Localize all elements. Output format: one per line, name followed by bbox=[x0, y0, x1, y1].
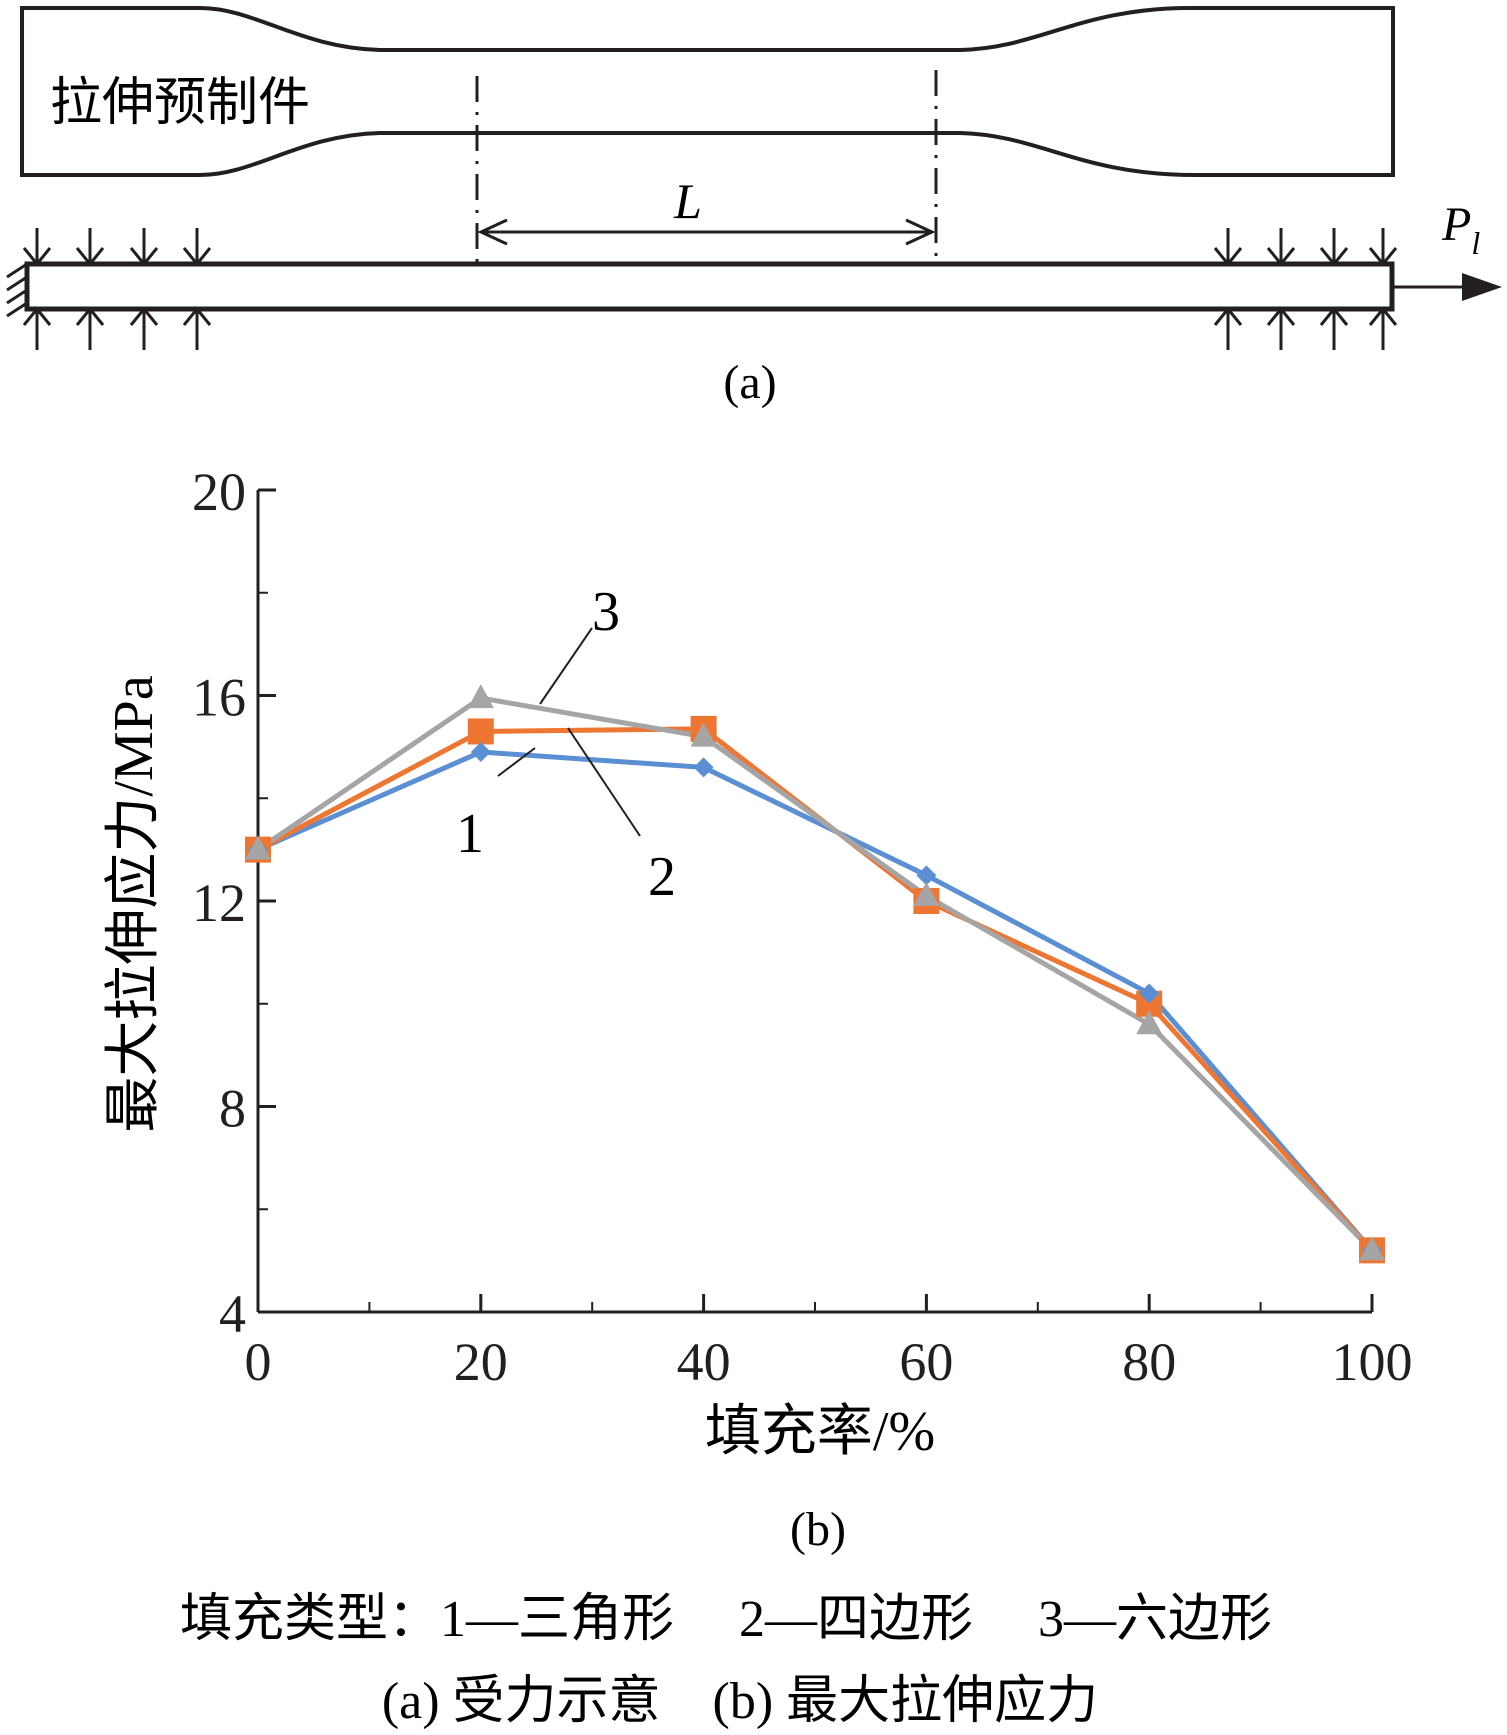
series-line-2 bbox=[256, 726, 1374, 1253]
beam-bar bbox=[24, 261, 1395, 312]
length-label: L bbox=[673, 173, 702, 229]
y-tick-label: 4 bbox=[219, 1284, 246, 1344]
x-tick-label: 100 bbox=[1332, 1332, 1413, 1392]
data-point-series-2 bbox=[467, 718, 494, 745]
clamp-arrow-pair bbox=[75, 228, 105, 350]
fill-type-legend: 填充类型：1—三角形 2—四边形 3—六边形 bbox=[180, 1591, 1272, 1648]
series-line-1 bbox=[256, 749, 1374, 1252]
x-tick-label: 40 bbox=[677, 1332, 731, 1392]
callout-leader-2 bbox=[567, 727, 641, 837]
series-line-3 bbox=[256, 695, 1374, 1253]
x-axis-label: 填充率/% bbox=[705, 1401, 935, 1463]
clamp-arrow-pair bbox=[182, 228, 212, 350]
specimen-outline bbox=[20, 6, 1395, 177]
clamp-arrow-pair bbox=[22, 228, 52, 350]
data-point-series-3 bbox=[245, 835, 271, 860]
data-point-series-3 bbox=[690, 722, 717, 747]
data-point-series-1 bbox=[693, 757, 714, 778]
y-tick-label: 12 bbox=[192, 873, 246, 933]
clamp-arrow-pair bbox=[129, 228, 159, 350]
data-point-series-3 bbox=[913, 881, 940, 906]
series-lines bbox=[256, 695, 1374, 1253]
series-callouts: 1 2 3 bbox=[456, 581, 676, 908]
force-label-subscript: l bbox=[1471, 225, 1480, 261]
x-tick-label: 0 bbox=[245, 1332, 272, 1392]
force-diagram: 拉伸预制件 L Pl (a) bbox=[6, 6, 1502, 409]
clamp-arrows bbox=[22, 228, 1398, 350]
caption-a: (a) bbox=[723, 356, 776, 409]
callout-leader-3 bbox=[539, 627, 593, 705]
length-arrowhead-left bbox=[477, 218, 508, 246]
figure-caption: (a) 受力示意 (b) 最大拉伸应力 bbox=[382, 1673, 1098, 1730]
y-tick-label: 8 bbox=[219, 1079, 246, 1139]
callout-label-1: 1 bbox=[456, 803, 484, 865]
data-point-series-1 bbox=[470, 742, 491, 763]
clamp-arrow-pair bbox=[1368, 228, 1398, 350]
clamp-arrow-pair bbox=[1266, 228, 1296, 350]
y-tick-label: 16 bbox=[192, 668, 246, 728]
data-point-series-1 bbox=[916, 865, 937, 886]
series-markers bbox=[245, 684, 1385, 1264]
y-axis-label: 最大拉伸应力/MPa bbox=[103, 675, 165, 1132]
data-point-series-3 bbox=[1359, 1236, 1385, 1261]
x-tick-label: 80 bbox=[1122, 1332, 1176, 1392]
caption-b: (b) bbox=[790, 1503, 846, 1556]
force-arrowhead bbox=[1462, 273, 1502, 301]
fixed-support-hatch bbox=[6, 262, 28, 318]
callout-leader-1 bbox=[497, 747, 536, 777]
data-point-series-1 bbox=[1139, 983, 1160, 1004]
data-point-series-3 bbox=[1136, 1010, 1163, 1035]
specimen-label: 拉伸预制件 bbox=[50, 73, 310, 133]
callout-label-3: 3 bbox=[592, 581, 620, 643]
clamp-arrow-pair bbox=[1319, 228, 1349, 350]
callout-label-2: 2 bbox=[648, 846, 676, 908]
x-tick-label: 20 bbox=[454, 1332, 508, 1392]
clamp-arrow-pair bbox=[1213, 228, 1243, 350]
x-tick-label: 60 bbox=[899, 1332, 953, 1392]
y-tick-label: 20 bbox=[192, 462, 246, 522]
force-label: Pl bbox=[1441, 198, 1480, 261]
length-arrowhead-right bbox=[905, 218, 936, 246]
data-point-series-3 bbox=[467, 684, 494, 709]
